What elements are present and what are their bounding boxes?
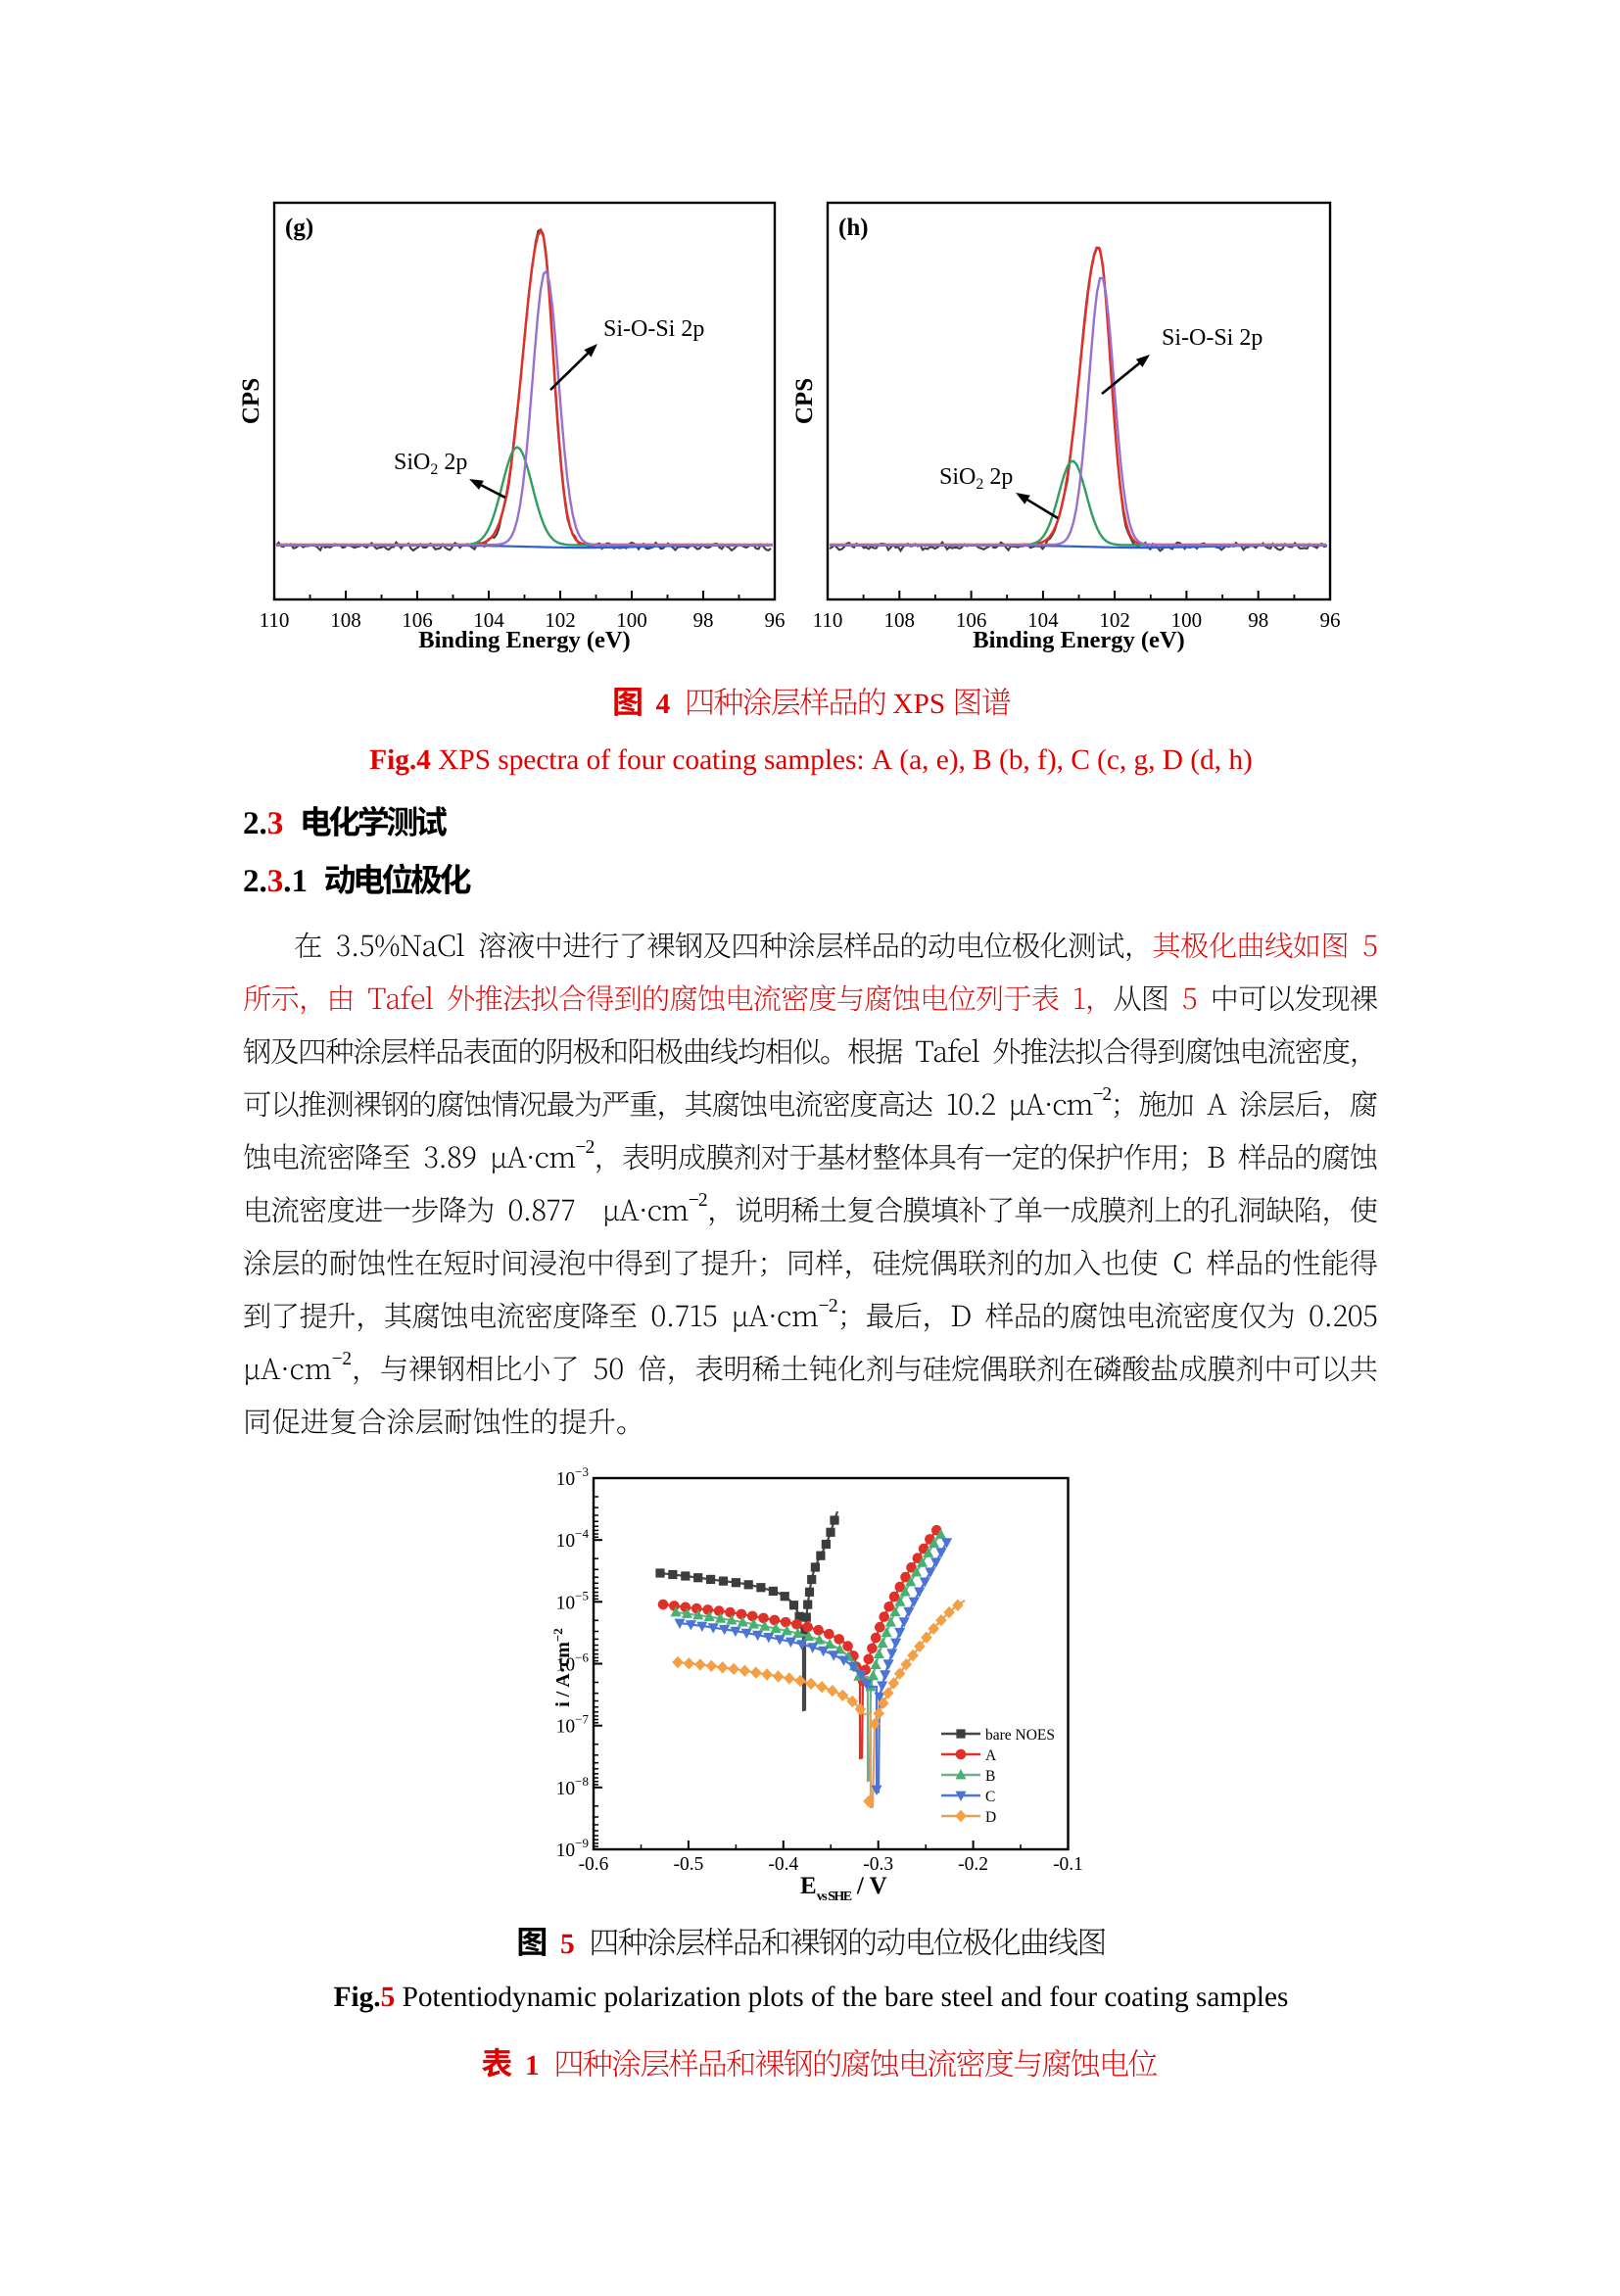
- svg-text:98: 98: [693, 608, 714, 632]
- svg-text:102: 102: [1099, 608, 1130, 632]
- svg-text:96: 96: [1320, 608, 1341, 632]
- svg-text:A: A: [985, 1747, 997, 1764]
- svg-text:98: 98: [1248, 608, 1268, 632]
- svg-text:Binding Energy (eV): Binding Energy (eV): [973, 627, 1184, 653]
- svg-text:-0.1: -0.1: [1053, 1854, 1083, 1875]
- svg-text:Binding Energy (eV): Binding Energy (eV): [418, 627, 630, 653]
- svg-text:-0.4: -0.4: [768, 1854, 798, 1875]
- svg-text:B: B: [985, 1768, 995, 1785]
- svg-text:10−8: 10−8: [556, 1774, 589, 1799]
- svg-text:-0.2: -0.2: [958, 1854, 988, 1875]
- svg-text:108: 108: [884, 608, 916, 632]
- svg-text:100: 100: [616, 608, 647, 632]
- svg-text:bare NOES: bare NOES: [985, 1727, 1055, 1744]
- svg-text:100: 100: [1171, 608, 1203, 632]
- svg-text:106: 106: [956, 608, 987, 632]
- svg-text:C: C: [985, 1789, 995, 1805]
- svg-text:(g): (g): [285, 215, 313, 241]
- svg-text:CPS: CPS: [238, 378, 264, 424]
- svg-text:D: D: [985, 1809, 996, 1826]
- svg-text:Si-O-Si 2p: Si-O-Si 2p: [1162, 325, 1263, 351]
- svg-text:-0.5: -0.5: [673, 1854, 703, 1875]
- svg-text:104: 104: [1027, 608, 1059, 632]
- svg-text:(h): (h): [838, 215, 869, 241]
- svg-text:10−9: 10−9: [556, 1836, 589, 1861]
- svg-text:96: 96: [765, 608, 786, 632]
- svg-text:110: 110: [260, 608, 290, 632]
- svg-text:110: 110: [813, 608, 843, 632]
- svg-text:CPS: CPS: [791, 378, 818, 424]
- svg-text:-0.6: -0.6: [579, 1854, 609, 1875]
- svg-text:-0.3: -0.3: [863, 1854, 893, 1875]
- svg-text:Si-O-Si 2p: Si-O-Si 2p: [603, 316, 704, 342]
- svg-text:102: 102: [545, 608, 576, 632]
- svg-text:106: 106: [402, 608, 433, 632]
- svg-text:Evs SHE / V: Evs SHE / V: [800, 1873, 887, 1904]
- svg-text:108: 108: [330, 608, 361, 632]
- svg-text:104: 104: [473, 608, 504, 632]
